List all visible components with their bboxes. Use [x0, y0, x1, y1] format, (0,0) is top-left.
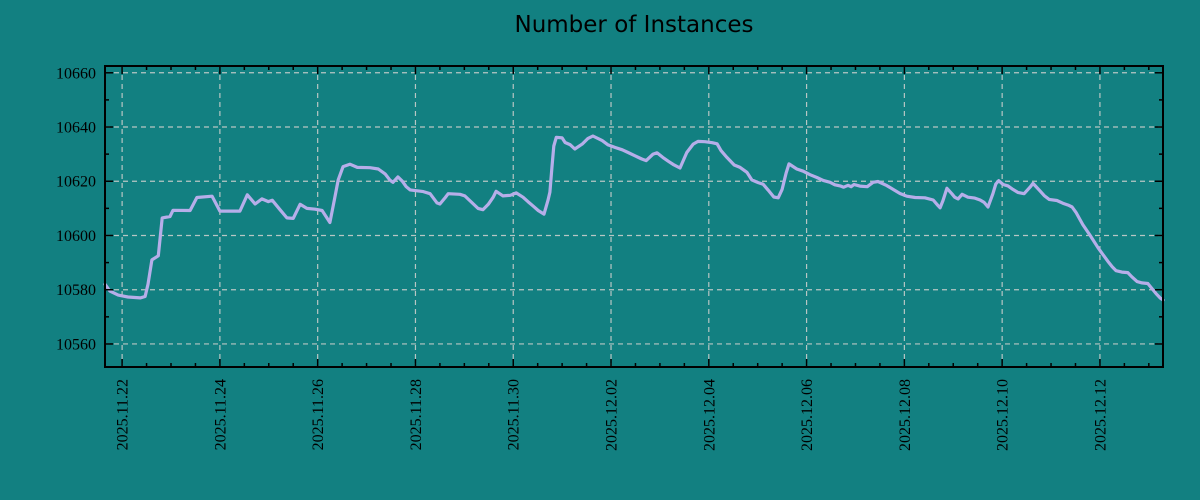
- x-tick-label: 2025.11.26: [310, 379, 327, 450]
- y-tick-label: 10660: [56, 65, 96, 82]
- x-tick-label: 2025.11.28: [408, 379, 425, 450]
- x-tick-label: 2025.12.10: [995, 379, 1012, 451]
- x-tick-label: 2025.12.08: [897, 379, 914, 451]
- chart-title: Number of Instances: [514, 12, 754, 38]
- x-tick-label: 2025.11.30: [506, 379, 523, 450]
- x-tick-label: 2025.12.12: [1092, 379, 1109, 451]
- x-tick-label: 2025.12.04: [701, 379, 718, 451]
- x-tick-label: 2025.12.02: [604, 379, 621, 451]
- data-line: [103, 134, 1165, 302]
- x-tick-label: 2025.11.24: [212, 379, 229, 450]
- y-tick-label: 10640: [56, 120, 96, 137]
- y-tick-label: 10560: [56, 336, 96, 353]
- x-tick-label: 2025.12.06: [799, 379, 816, 451]
- y-tick-label: 10620: [56, 174, 96, 191]
- y-tick-label: 10600: [56, 228, 96, 245]
- plot-border: [104, 65, 1164, 368]
- y-tick-label: 10580: [56, 282, 96, 299]
- x-tick-label: 2025.11.22: [115, 379, 132, 450]
